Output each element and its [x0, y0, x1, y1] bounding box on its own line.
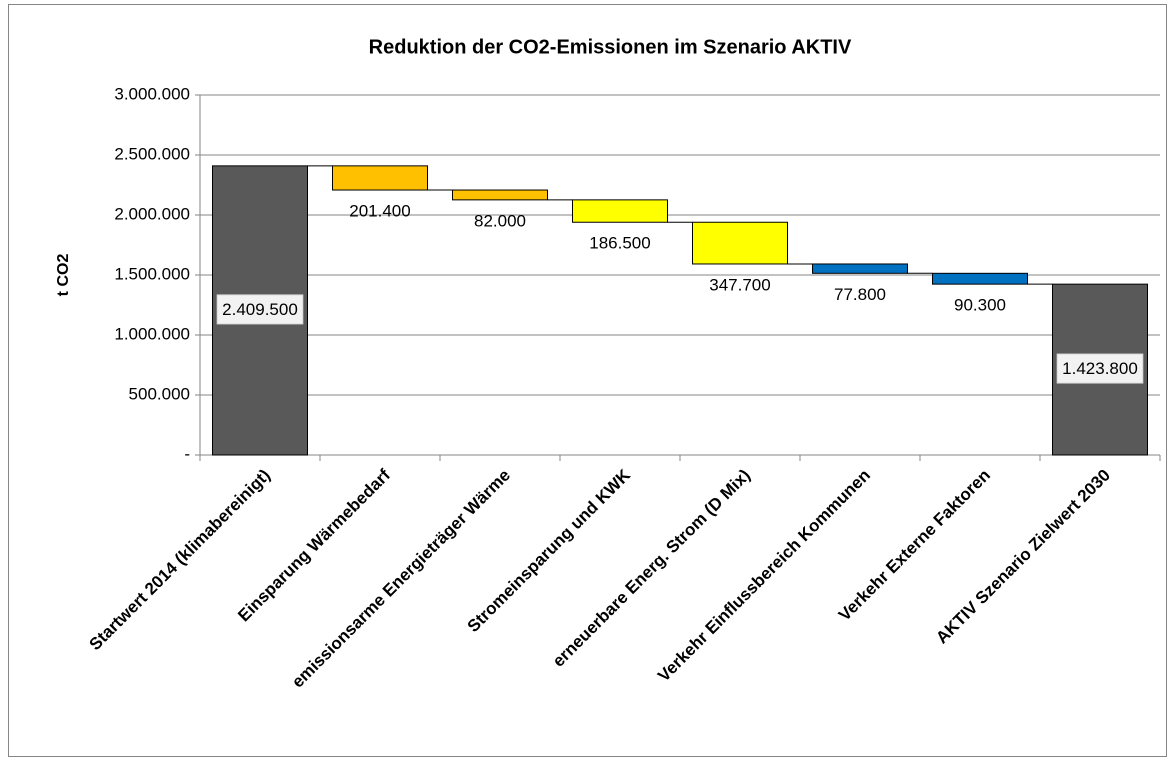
bar: [332, 165, 428, 191]
chart-border: [8, 4, 1167, 757]
value-label: 77.800: [834, 285, 886, 304]
value-label: 1.423.800: [1062, 359, 1138, 378]
y-tick-label: 1.000.000: [114, 324, 190, 343]
value-label: 186.500: [589, 234, 650, 253]
bar: [932, 272, 1028, 285]
value-label: 82.000: [474, 211, 526, 230]
value-label: 90.300: [954, 296, 1006, 315]
y-tick-label: 3.000.000: [114, 84, 190, 103]
value-label-box: [1056, 353, 1144, 384]
bar: [692, 221, 788, 265]
chart-title: Reduktion der CO2-Emissionen im Szenario…: [369, 36, 852, 58]
y-tick-label: 2.500.000: [114, 144, 190, 163]
y-tick-label: -: [184, 444, 190, 463]
bar: [572, 199, 668, 223]
bar: [452, 189, 548, 201]
y-tick-label: 500.000: [129, 384, 190, 403]
bar: [812, 263, 908, 274]
value-label-box: [216, 294, 304, 325]
y-tick-label: 1.500.000: [114, 264, 190, 283]
value-label: 2.409.500: [222, 300, 298, 319]
value-label: 347.700: [709, 275, 770, 294]
y-axis-label: t CO2: [55, 254, 72, 297]
y-tick-label: 2.000.000: [114, 204, 190, 223]
value-label: 201.400: [349, 202, 410, 221]
